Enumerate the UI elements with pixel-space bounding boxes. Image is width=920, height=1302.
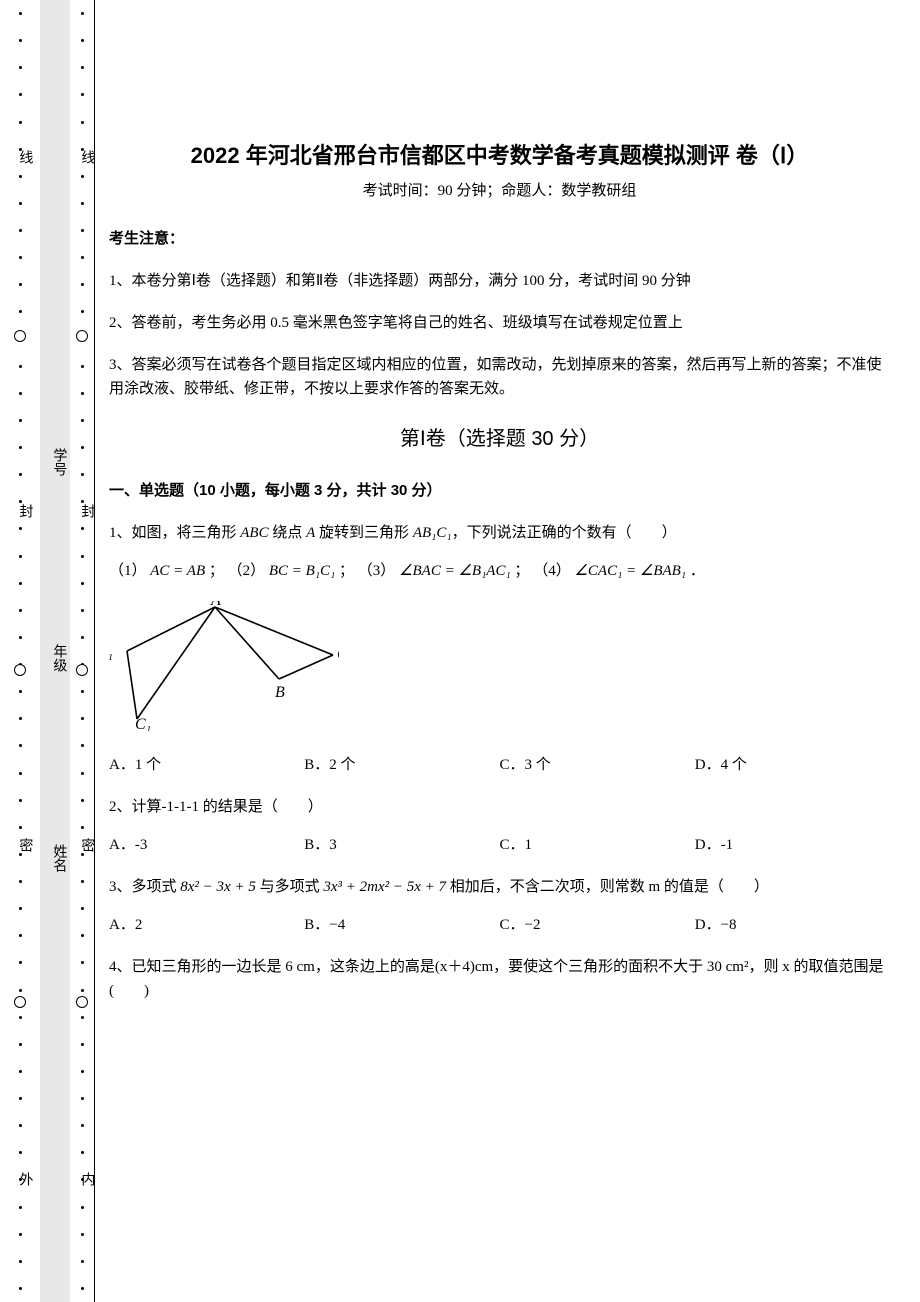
q3-text-3: 相加后，不含二次项，则常数 m 的值是（ ） xyxy=(446,879,769,895)
notice-heading: 考生注意： xyxy=(109,227,890,251)
q2-opt-b: B．3 xyxy=(304,833,499,857)
q1-p3-label: （3） xyxy=(358,563,396,579)
outer-label-3: 外 xyxy=(13,1172,35,1186)
exam-subtitle: 考试时间：90 分钟；命题人：数学教研组 xyxy=(109,179,890,203)
q1-opt-d: D．4 个 xyxy=(695,753,890,777)
inner-circle-1 xyxy=(76,664,88,676)
q1-sep1: ； xyxy=(209,563,224,579)
q3-opt-c: C．−2 xyxy=(500,913,695,937)
q1-ab1c1: AB₁C₁ xyxy=(413,525,452,541)
q2-options: A．-3 B．3 C．1 D．-1 xyxy=(109,833,890,857)
q3-stem: 3、多项式 8x² − 3x + 5 与多项式 3x³ + 2mx² − 5x … xyxy=(109,875,890,899)
q1-period: ． xyxy=(690,563,705,579)
q2-opt-c: C．1 xyxy=(500,833,695,857)
q1-text-2: 绕点 xyxy=(269,525,307,541)
band-label-2: 姓名 xyxy=(47,844,69,872)
q1-options: A．1 个 B．2 个 C．3 个 D．4 个 xyxy=(109,753,890,777)
outer-circle-1 xyxy=(14,664,26,676)
inner-circle-0 xyxy=(76,330,88,342)
q3-poly1: 8x² − 3x + 5 xyxy=(180,879,256,895)
q1-text-1: 1、如图，将三角形 xyxy=(109,525,240,541)
question-3: 3、多项式 8x² − 3x + 5 与多项式 3x³ + 2mx² − 5x … xyxy=(109,875,890,937)
q1-sep2: ； xyxy=(339,563,354,579)
question-2: 2、计算-1-1-1 的结果是（ ） A．-3 B．3 C．1 D．-1 xyxy=(109,795,890,857)
outer-label-1: 封 xyxy=(13,504,35,518)
svg-text:C₁: C₁ xyxy=(135,716,151,731)
page-content: 2022 年河北省邢台市信都区中考数学备考真题模拟测评 卷（Ⅰ） 考试时间：90… xyxy=(94,0,910,1302)
q3-opt-d: D．−8 xyxy=(695,913,890,937)
notice-item-2: 2、答卷前，考生务必用 0.5 毫米黑色签字笔将自己的姓名、班级填写在试卷规定位… xyxy=(109,311,890,335)
q1-p4-label: （4） xyxy=(533,563,571,579)
svg-text:B₁: B₁ xyxy=(109,644,113,661)
svg-text:C: C xyxy=(337,646,339,663)
notice-item-3: 3、答案必须写在试卷各个题目指定区域内相应的位置，如需改动，先划掉原来的答案，然… xyxy=(109,353,890,401)
q3-opt-a: A．2 xyxy=(109,913,304,937)
band-label-0: 学号 xyxy=(47,448,69,476)
q1-p2-label: （2） xyxy=(228,563,266,579)
notice-item-1: 1、本卷分第Ⅰ卷（选择题）和第Ⅱ卷（非选择题）两部分，满分 100 分，考试时间… xyxy=(109,269,890,293)
q1-opt-c: C．3 个 xyxy=(500,753,695,777)
band-label-1: 年级 xyxy=(47,644,69,672)
q1-sep3: ； xyxy=(514,563,529,579)
q1-a: A xyxy=(306,525,315,541)
outer-label-0: 线 xyxy=(13,150,35,164)
question-4: 4、已知三角形的一边长是 6 cm，这条边上的高是(x＋4)cm，要使这个三角形… xyxy=(109,955,890,1003)
outer-circle-2 xyxy=(14,996,26,1008)
q1-props: （1） AC = AB ； （2） BC = B₁C₁ ； （3） ∠BAC =… xyxy=(109,559,890,583)
q1-text-4: ，下列说法正确的个数有（ ） xyxy=(452,525,677,541)
q3-poly2: 3x³ + 2mx² − 5x + 7 xyxy=(323,879,446,895)
gray-info-band: 学号年级姓名 xyxy=(40,0,70,1302)
q1-triangle-svg: A B C B₁ C₁ xyxy=(109,601,339,731)
q2-opt-d: D．-1 xyxy=(695,833,890,857)
margin-outer-column: 线封密外 xyxy=(0,0,40,1302)
q4-stem: 4、已知三角形的一边长是 6 cm，这条边上的高是(x＋4)cm，要使这个三角形… xyxy=(109,955,890,1003)
margin-inner-column: 线封密内 xyxy=(70,0,94,1302)
q1-p1: AC = AB xyxy=(150,563,205,579)
q1-p4: ∠CAC₁ = ∠BAB₁ xyxy=(574,563,686,579)
q1-p3: ∠BAC = ∠B₁AC₁ xyxy=(399,563,511,579)
q3-opt-b: B．−4 xyxy=(304,913,499,937)
inner-dots xyxy=(80,0,84,1302)
q1-figure: A B C B₁ C₁ xyxy=(109,601,890,739)
q2-stem: 2、计算-1-1-1 的结果是（ ） xyxy=(109,795,890,819)
question-1: 1、如图，将三角形 ABC 绕点 A 旋转到三角形 AB₁C₁，下列说法正确的个… xyxy=(109,521,890,777)
q1-text-3: 旋转到三角形 xyxy=(315,525,413,541)
part-1-head: 一、单选题（10 小题，每小题 3 分，共计 30 分） xyxy=(109,479,890,503)
q3-text-2: 与多项式 xyxy=(256,879,324,895)
q3-options: A．2 B．−4 C．−2 D．−8 xyxy=(109,913,890,937)
q1-p1-label: （1） xyxy=(109,563,147,579)
q1-p2: BC = B₁C₁ xyxy=(269,563,335,579)
q2-opt-a: A．-3 xyxy=(109,833,304,857)
q3-text-1: 3、多项式 xyxy=(109,879,180,895)
exam-title: 2022 年河北省邢台市信都区中考数学备考真题模拟测评 卷（Ⅰ） xyxy=(109,138,890,173)
q1-stem: 1、如图，将三角形 ABC 绕点 A 旋转到三角形 AB₁C₁，下列说法正确的个… xyxy=(109,521,890,545)
outer-dots xyxy=(18,0,22,1302)
q1-opt-a: A．1 个 xyxy=(109,753,304,777)
outer-label-2: 密 xyxy=(13,838,35,852)
section-1-head: 第Ⅰ卷（选择题 30 分） xyxy=(109,423,890,455)
outer-circle-0 xyxy=(14,330,26,342)
svg-text:B: B xyxy=(275,684,285,701)
svg-text:A: A xyxy=(210,601,221,609)
inner-circle-2 xyxy=(76,996,88,1008)
q1-opt-b: B．2 个 xyxy=(304,753,499,777)
q1-abc: ABC xyxy=(240,525,268,541)
